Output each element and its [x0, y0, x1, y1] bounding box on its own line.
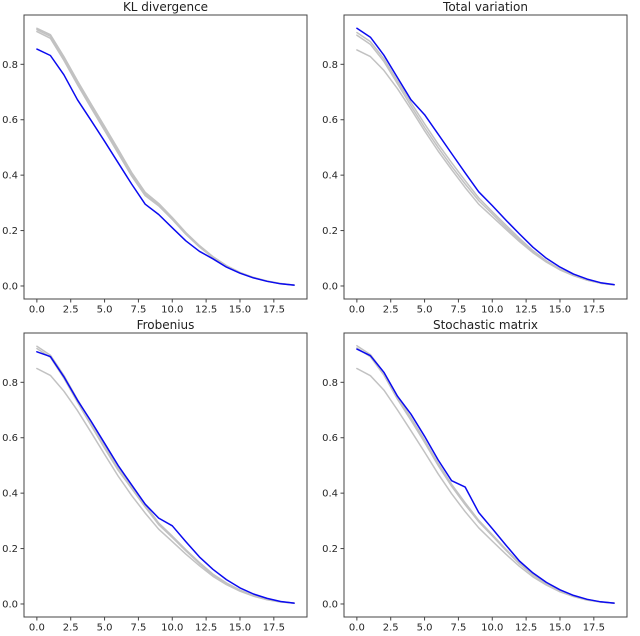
- x-tick-label: 15.0: [549, 623, 571, 634]
- x-tick-label: 10.0: [161, 305, 183, 316]
- y-tick-label: 0.6: [2, 115, 18, 126]
- plot-area: 0.0 2.5 5.0 7.5 10.0 12.5 15.0 17.5 0.0 0.2 0.4 0.6…: [2, 14, 308, 316]
- x-tick-label: 7.5: [130, 305, 146, 316]
- kl-divergence-plot: KL divergence 0.0 2.5 5.0 7.5 10.0 12.5 15.0 17…: [2, 0, 308, 316]
- x-tick-label: 2.5: [383, 305, 399, 316]
- panel-stochastic-matrix: Stochastic matrix 0.0 2.5 5.0 7.5 10.0 12.5 15…: [320, 318, 640, 636]
- x-tick-label: 12.5: [195, 305, 217, 316]
- axes-frame: [343, 14, 628, 300]
- y-tick-label: 0.2: [2, 226, 18, 237]
- gray-baseline-line: [356, 49, 615, 286]
- plot-title: KL divergence: [123, 0, 208, 14]
- y-tick-label: 0.0: [322, 599, 338, 610]
- plot-title: Total variation: [442, 0, 528, 14]
- gray-baseline-line: [36, 30, 295, 286]
- x-tick-label: 0.0: [349, 623, 365, 634]
- y-tick-label: 0.4: [2, 489, 18, 500]
- x-tick-label: 0.0: [29, 305, 45, 316]
- x-tick-label: 10.0: [481, 305, 503, 316]
- x-tick-label: 7.5: [130, 623, 146, 634]
- x-tick-label: 0.0: [349, 305, 365, 316]
- x-tick-label: 17.5: [263, 305, 285, 316]
- gray-baseline-line: [36, 27, 295, 286]
- x-tick-label: 7.5: [450, 305, 466, 316]
- y-tick-label: 0.8: [2, 378, 18, 389]
- plot-area: 0.0 2.5 5.0 7.5 10.0 12.5 15.0 17.5 0.0 0.2 0.4 0.6…: [322, 332, 628, 634]
- y-tick-label: 0.0: [2, 599, 18, 610]
- y-tick-label: 0.6: [322, 115, 338, 126]
- y-tick-label: 0.6: [2, 433, 18, 444]
- blue-highlight-line: [36, 351, 295, 604]
- panel-frobenius: Frobenius 0.0 2.5 5.0 7.5 10.0 12.5 15.0 17.5 0.…: [0, 318, 320, 636]
- frobenius-plot: Frobenius 0.0 2.5 5.0 7.5 10.0 12.5 15.0 17.50.…: [2, 318, 308, 634]
- y-tick-label: 0.6: [322, 433, 338, 444]
- x-tick-label: 2.5: [63, 623, 79, 634]
- x-tick-label: 2.5: [383, 623, 399, 634]
- panel-kl-divergence: KL divergence 0.0 2.5 5.0 7.5 10.0 12.5 15.0 17…: [0, 0, 320, 318]
- gray-baseline-line: [36, 345, 295, 604]
- x-tick-label: 0.0: [29, 623, 45, 634]
- stochastic-matrix-plot: Stochastic matrix 0.0 2.5 5.0 7.5 10.0 12.5 15…: [322, 318, 628, 634]
- x-tick-label: 10.0: [161, 623, 183, 634]
- x-tick-label: 17.5: [263, 623, 285, 634]
- x-tick-label: 12.5: [195, 623, 217, 634]
- gray-baseline-line: [356, 347, 615, 604]
- x-tick-label: 15.0: [229, 305, 251, 316]
- blue-highlight-line: [356, 348, 615, 604]
- gray-baseline-line: [36, 347, 295, 604]
- panel-total-variation: Total variation 0.0 2.5 5.0 7.5 10.0 12.5 15.0…: [320, 0, 640, 318]
- y-tick-label: 0.0: [2, 281, 18, 292]
- y-tick-label: 0.8: [322, 60, 338, 71]
- gray-baseline-line: [356, 367, 615, 604]
- axes-frame: [343, 332, 628, 618]
- total-variation-plot: Total variation 0.0 2.5 5.0 7.5 10.0 12.5 15.0…: [322, 0, 628, 316]
- axes-frame: [23, 14, 308, 300]
- y-tick-label: 0.0: [322, 281, 338, 292]
- y-tick-label: 0.8: [2, 60, 18, 71]
- blue-highlight-line: [36, 48, 295, 286]
- x-tick-label: 5.0: [97, 305, 113, 316]
- plot-area: 0.0 2.5 5.0 7.5 10.0 12.5 15.0 17.5 0.0 0.2 0.4 0.6…: [2, 332, 308, 634]
- y-tick-label: 0.2: [322, 226, 338, 237]
- plot-title: Frobenius: [137, 318, 195, 332]
- x-tick-label: 10.0: [481, 623, 503, 634]
- gray-baseline-line: [356, 31, 615, 286]
- plot-title: Stochastic matrix: [433, 318, 538, 332]
- y-tick-label: 0.4: [2, 171, 18, 182]
- gray-baseline-line: [356, 344, 615, 604]
- y-tick-label: 0.4: [322, 489, 338, 500]
- x-tick-label: 2.5: [63, 305, 79, 316]
- x-tick-label: 15.0: [229, 623, 251, 634]
- gray-baseline-line: [356, 34, 615, 286]
- x-tick-label: 5.0: [417, 623, 433, 634]
- x-tick-label: 12.5: [515, 623, 537, 634]
- x-tick-label: 12.5: [515, 305, 537, 316]
- y-tick-label: 0.8: [322, 378, 338, 389]
- x-tick-label: 5.0: [97, 623, 113, 634]
- blue-highlight-line: [356, 27, 615, 286]
- plot-area: 0.0 2.5 5.0 7.5 10.0 12.5 15.0 17.5 0.0 0.2 0.4 0.6…: [322, 14, 628, 316]
- gray-baseline-line: [36, 367, 295, 604]
- y-tick-label: 0.2: [2, 544, 18, 555]
- gray-baseline-line: [36, 28, 295, 286]
- axes-frame: [23, 332, 308, 618]
- x-tick-label: 5.0: [417, 305, 433, 316]
- x-tick-label: 17.5: [583, 623, 605, 634]
- y-tick-label: 0.4: [322, 171, 338, 182]
- y-tick-label: 0.2: [322, 544, 338, 555]
- x-tick-label: 15.0: [549, 305, 571, 316]
- x-tick-label: 7.5: [450, 623, 466, 634]
- x-tick-label: 17.5: [583, 305, 605, 316]
